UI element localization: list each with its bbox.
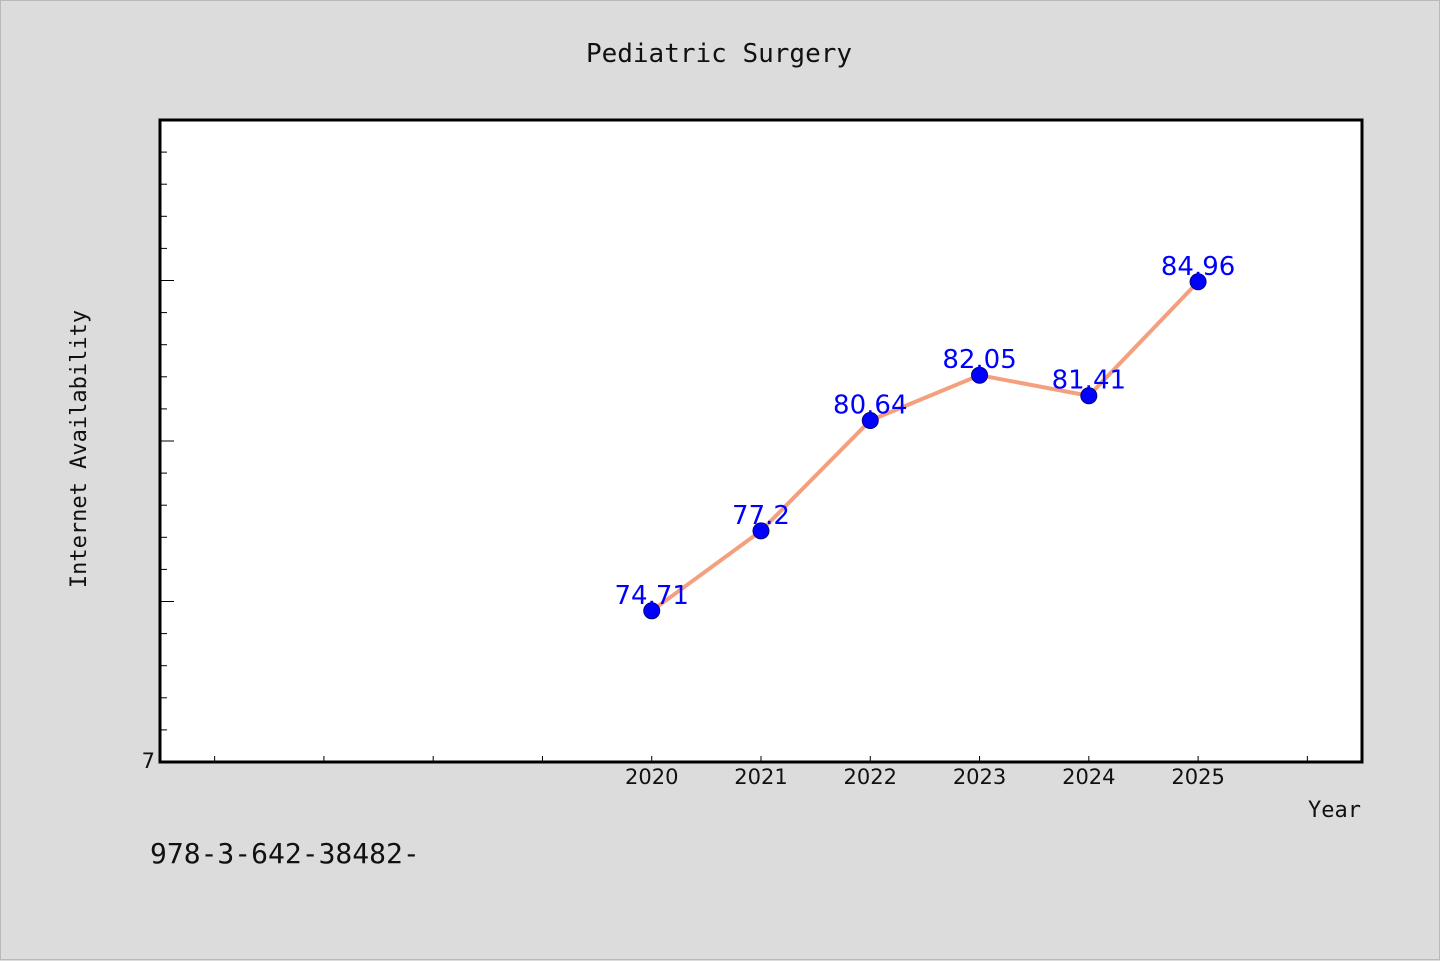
data-point: [1189, 273, 1207, 291]
series-line: [649, 279, 1201, 613]
x-tick-label: 2023: [953, 765, 1006, 789]
data-label: 77.2: [732, 501, 790, 531]
data-point: [861, 411, 879, 429]
isbn-text: 978-3-642-38482-: [150, 837, 420, 870]
x-tick-label: 2025: [1171, 765, 1224, 789]
data-label: 82.05: [942, 345, 1016, 375]
data-point: [1080, 387, 1098, 405]
data-label: 84.96: [1161, 252, 1235, 282]
plot-area: [158, 118, 1364, 764]
chart-title: Pediatric Surgery: [586, 39, 852, 69]
y-tick-label: 7: [142, 749, 155, 773]
data-point: [971, 366, 989, 384]
y-axis-ticks: [160, 151, 174, 731]
x-axis-ticks: [214, 756, 1308, 762]
x-tick-label: 2024: [1062, 765, 1115, 789]
data-point: [643, 602, 661, 620]
series-markers: [643, 273, 1207, 620]
data-labels: 74.71 77.2 80.64 82.05 81.41 84.96: [615, 252, 1236, 611]
x-axis-tick-labels: 2020 2021 2022 2023 2024 2025: [625, 765, 1225, 789]
x-tick-label: 2022: [844, 765, 897, 789]
data-label: 81.41: [1052, 366, 1126, 396]
data-label: 80.64: [833, 390, 907, 420]
data-label: 74.71: [615, 581, 689, 611]
x-axis-label: Year: [1308, 798, 1361, 823]
y-axis-label: Internet Availability: [67, 310, 92, 588]
x-tick-label: 2020: [625, 765, 678, 789]
data-point: [752, 522, 770, 540]
x-tick-label: 2021: [734, 765, 787, 789]
